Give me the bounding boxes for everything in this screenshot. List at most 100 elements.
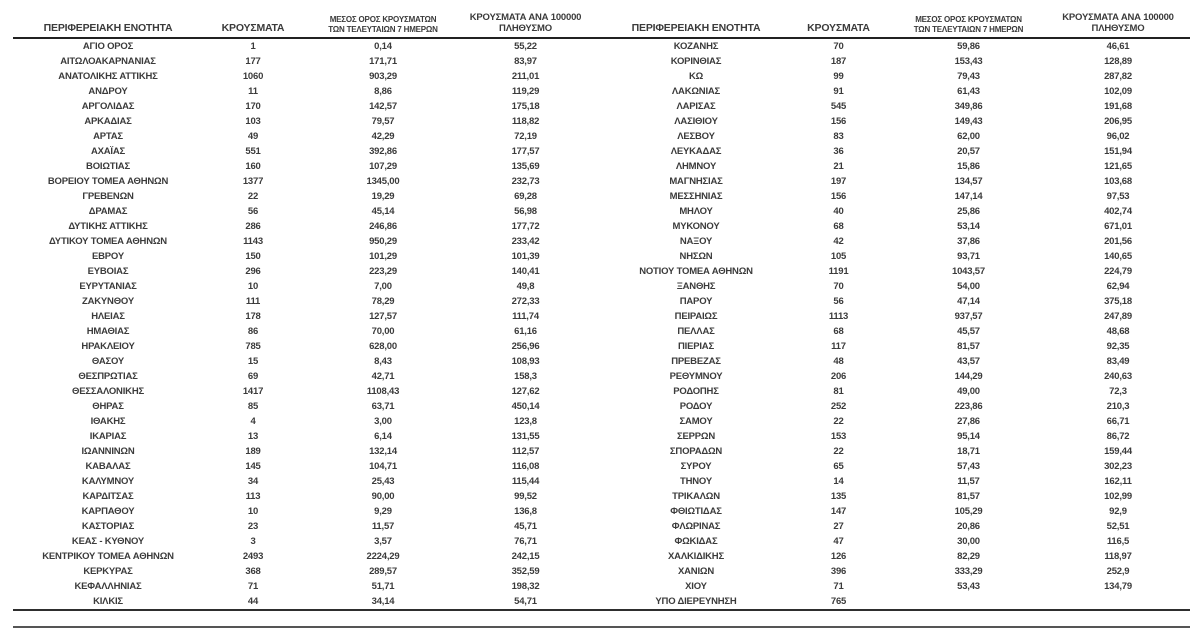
per100k-cell: 112,57 [511,446,540,457]
cases-cell: 68 [833,221,844,232]
avg7-cell: 37,86 [957,236,980,247]
per100k-cell: 108,93 [511,356,540,367]
cases-cell: 103 [245,116,261,127]
avg7-cell: 1345,00 [366,176,400,187]
region-cell: ΜΑΓΝΗΣΙΑΣ [669,176,723,187]
region-cell: ΡΟΔΟΥ [679,401,713,412]
region-cell: ΑΡΓΟΛΙΔΑΣ [81,101,135,112]
table-row: ΔΥΤΙΚΟΥ ΤΟΜΕΑ ΑΘΗΝΩΝ 1143 950,29 233,42 ΝΑΞΟ… [13,234,1190,249]
avg7-cell: 628,00 [369,341,397,352]
column-gap [588,339,606,354]
region-cell: ΦΛΩΡΙΝΑΣ [671,521,721,532]
per100k-cell: 450,14 [511,401,540,412]
avg7-cell: 144,29 [954,371,983,382]
per100k-cell: 240,63 [1104,371,1132,382]
cases-cell: 49 [247,131,259,142]
region-cell: ΞΑΝΘΗΣ [676,281,716,292]
column-gap [588,384,606,399]
region-cell: ΔΥΤΙΚΟΥ ΤΟΜΕΑ ΑΘΗΝΩΝ [49,236,167,247]
table-row: ΚΑΡΔΙΤΣΑΣ 113 90,00 99,52 ΤΡΙΚΑΛΩΝ 135 81,57 10… [13,489,1190,504]
column-gap [588,249,606,264]
region-cell: ΡΟΔΟΠΗΣ [673,386,719,397]
per100k-cell: 121,65 [1104,161,1132,172]
avg7-cell: 349,86 [954,101,983,112]
avg7-cell: 45,14 [371,206,395,217]
per100k-cell: 49,8 [516,281,535,292]
per100k-cell: 46,61 [1106,41,1130,52]
avg7-cell: 101,29 [369,251,397,262]
per100k-cell: 116,08 [511,461,540,472]
regional-cases-table: ΠΕΡΙΦΕΡΕΙΑΚΗ ΕΝΟΤΗΤΑ ΚΡΟΥΣΜΑΤΑ ΜΕΣΟΣ ΟΡΟ… [13,7,1190,628]
cases-cell: 21 [833,161,844,172]
header-avg7-right: ΜΕΣΟΣ ΟΡΟΣ ΚΡΟΥΣΜΑΤΩΝ ΤΩΝ ΤΕΛΕΥΤΑΙΩΝ 7 Η… [891,15,1046,34]
per100k-cell: 191,68 [1104,101,1132,112]
cases-cell: 187 [830,56,847,67]
region-cell: ΠΙΕΡΙΑΣ [678,341,714,352]
table-body: ΑΓΙΟ ΟΡΟΣ 1 0,14 55,22 ΚΟΖΑΝΗΣ 70 59,86 46,61 ΑΙ… [13,39,1190,611]
table-row: ΑΝΔΡΟΥ 11 8,86 119,29 ΛΑΚΩΝΙΑΣ 91 61,43 102,09 [13,84,1190,99]
region-cell: ΠΕΙΡΑΙΩΣ [674,311,718,322]
cases-cell: 40 [833,206,844,217]
region-cell: ΝΑΞΟΥ [679,236,713,247]
table-row: ΘΗΡΑΣ 85 63,71 450,14 ΡΟΔΟΥ 252 223,86 210,3 [13,399,1190,414]
per100k-cell: 352,59 [511,566,540,577]
avg7-cell: 78,29 [371,296,395,307]
avg7-cell: 171,71 [369,56,397,67]
header-avg7-left: ΜΕΣΟΣ ΟΡΟΣ ΚΡΟΥΣΜΑΤΩΝ ΤΩΝ ΤΕΛΕΥΤΑΙΩΝ 7 Η… [303,15,463,34]
per100k-cell: 62,94 [1106,281,1130,292]
per100k-cell: 210,3 [1106,401,1130,412]
per100k-cell: 118,82 [511,116,540,127]
column-gap [588,534,606,549]
cases-cell: 56 [247,206,259,217]
region-cell: ΑΝΔΡΟΥ [88,86,128,97]
cases-cell: 14 [833,476,844,487]
table-row: ΙΘΑΚΗΣ 4 3,00 123,8 ΣΑΜΟΥ 22 27,86 66,71 [13,414,1190,429]
per100k-cell: 48,68 [1106,326,1130,337]
table-row: ΚΑΛΥΜΝΟΥ 34 25,43 115,44 ΤΗΝΟΥ 14 11,57 162,11 [13,474,1190,489]
column-gap [588,189,606,204]
avg7-cell: 1108,43 [366,386,400,397]
column-gap [588,144,606,159]
cases-cell: 170 [245,101,261,112]
avg7-cell: 937,57 [954,311,983,322]
table-row: ΑΡΚΑΔΙΑΣ 103 79,57 118,82 ΛΑΣΙΘΙΟΥ 156 149,43 2… [13,114,1190,129]
region-cell: ΑΝΑΤΟΛΙΚΗΣ ΑΤΤΙΚΗΣ [58,71,158,82]
per100k-cell: 119,29 [511,86,540,97]
cases-cell: 1060 [242,71,264,82]
region-cell: ΗΜΑΘΙΑΣ [86,326,130,337]
column-gap [588,594,606,609]
avg7-cell: 57,43 [957,461,980,472]
region-cell: ΝΟΤΙΟΥ ΤΟΜΕΑ ΑΘΗΝΩΝ [639,266,753,277]
avg7-cell: 61,43 [957,86,980,97]
cases-cell: 86 [247,326,259,337]
cases-cell: 111 [245,296,261,307]
column-gap [588,444,606,459]
column-gap [588,354,606,369]
region-cell: ΚΟΡΙΝΘΙΑΣ [670,56,722,67]
avg7-cell: 90,00 [371,491,395,502]
region-cell: ΘΗΡΑΣ [92,401,124,412]
region-cell: ΜΗΛΟΥ [679,206,713,217]
header-per100k-left: ΚΡΟΥΣΜΑΤΑ ΑΝΑ 100000 ΠΛΗΘΥΣΜΟ [463,12,588,34]
region-cell: ΠΡΕΒΕΖΑΣ [671,356,721,367]
per100k-cell: 224,79 [1104,266,1132,277]
cases-cell: 70 [833,41,844,52]
avg7-cell: 147,14 [954,191,983,202]
table-row: ΑΡΤΑΣ 49 42,29 72,19 ΛΕΣΒΟΥ 83 62,00 96,02 [13,129,1190,144]
cases-cell: 117 [831,341,846,352]
avg7-cell: 104,71 [369,461,397,472]
per100k-cell: 55,22 [514,41,537,52]
per100k-cell: 92,9 [1109,506,1127,517]
region-cell: ΙΘΑΚΗΣ [90,416,126,427]
cases-cell: 135 [830,491,847,502]
per100k-cell: 151,94 [1104,146,1132,157]
per100k-cell: 131,55 [511,431,540,442]
cases-cell: 178 [245,311,261,322]
avg7-cell [891,594,1046,609]
region-cell: ΑΙΤΩΛΟΑΚΑΡΝΑΝΙΑΣ [60,56,156,67]
per100k-cell: 128,89 [1104,56,1132,67]
avg7-cell: 11,57 [371,521,395,532]
cases-cell: 206 [830,371,847,382]
per100k-cell: 232,73 [511,176,540,187]
column-gap [588,159,606,174]
